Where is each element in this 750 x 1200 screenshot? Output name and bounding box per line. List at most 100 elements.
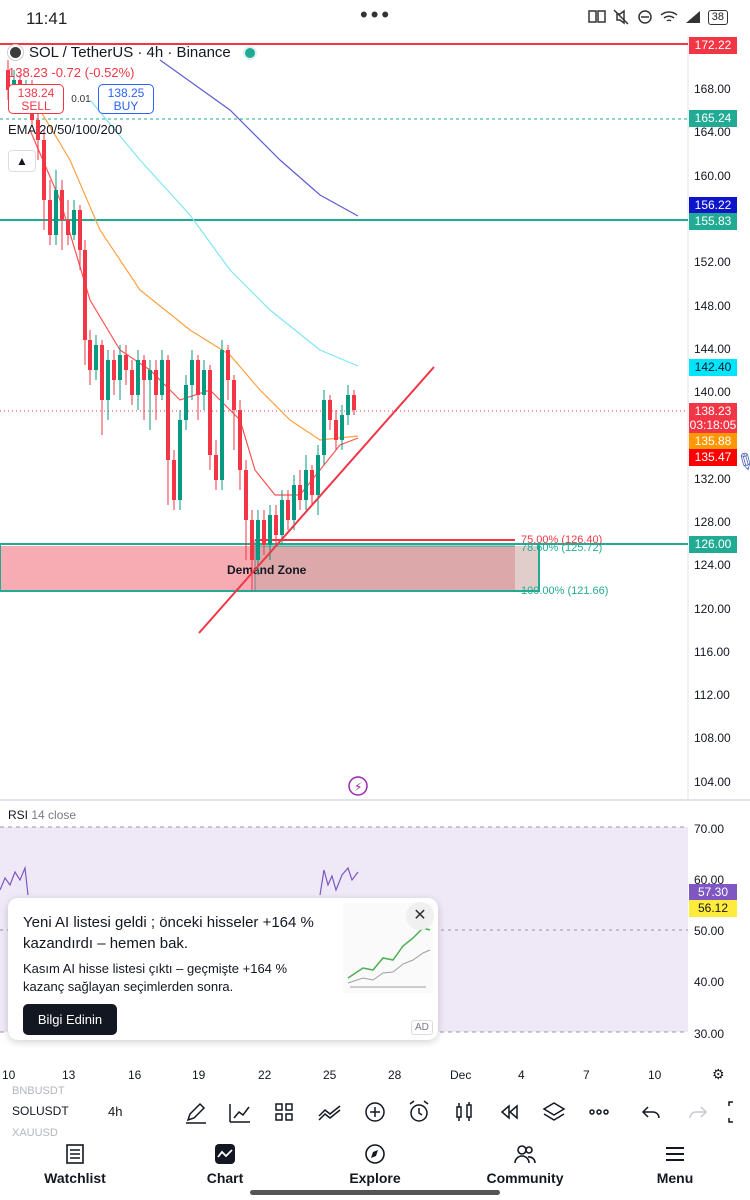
dnd-icon [638,10,652,24]
rsi-tick: 30.00 [694,1027,725,1041]
candle-body [6,70,10,90]
price-tick: 108.00 [694,731,731,745]
candle-body [106,360,110,400]
close-icon[interactable]: ✕ [406,902,434,930]
toolbar-symbol-next[interactable]: XAUUSD [12,1127,58,1139]
price-change: 138.23 -0.72 (-0.52%) [8,65,135,80]
time-label: 4 [518,1068,525,1082]
price-tick: 116.00 [694,645,730,659]
ema-200-line [159,59,359,217]
chart-type-icon[interactable] [450,1098,478,1126]
symbol-title[interactable]: SOL / TetherUS · 4h · Binance [29,44,231,61]
candle-body [166,360,170,460]
replay-icon[interactable] [495,1098,523,1126]
nav-watchlist-label: Watchlist [44,1170,106,1186]
toolbar-symbol-prev[interactable]: BNBUSDT [12,1085,65,1097]
templates-icon[interactable] [270,1098,298,1126]
candle-body [100,345,104,400]
fullscreen-icon[interactable] [725,1098,750,1126]
nav-chart[interactable]: Chart [170,1144,280,1186]
draw-icon[interactable] [182,1098,210,1126]
nav-explore[interactable]: Explore [320,1144,430,1186]
candle-body [130,370,134,395]
ema-indicator-label[interactable]: EMA 20/50/100/200 [8,122,123,137]
rsi-line-segment [0,865,29,896]
rsi-tick: 50.00 [694,924,725,938]
fib-100-label: 100.00% (121.66) [521,585,608,597]
status-bar: 11:41 ••• 38 [0,0,750,36]
price-label: 142.40 [689,359,737,376]
candle-body [274,515,278,535]
ad-banner[interactable]: Yeni AI listesi geldi ; önceki hisseler … [8,898,438,1040]
settings-icon[interactable]: ⚙ [712,1066,725,1082]
sell-button[interactable]: 138.24 SELL [8,84,64,114]
fib-786-label: 78.60% (125.72) [521,542,602,554]
price-tick: 160.00 [694,169,731,183]
rsi-value-1: 57.30 [689,884,737,901]
trend-line [198,366,435,634]
nav-watchlist[interactable]: Watchlist [20,1144,130,1186]
layers-icon[interactable] [540,1098,568,1126]
candle-body [352,395,356,410]
time-label: 19 [192,1068,206,1082]
candle-body [304,470,308,500]
rsi-tick: 60.00 [694,873,725,887]
candle-body [48,200,52,235]
price-label: 138.23 [689,403,737,420]
candle-body [112,360,116,380]
price-tick: 124.00 [694,558,731,572]
symbol-row[interactable]: SOL / TetherUS · 4h · Binance [8,44,257,61]
community-icon [514,1145,536,1164]
candle-body [54,190,58,235]
price-label: 135.47 [689,449,737,466]
nav-community[interactable]: Community [470,1144,580,1186]
redo-icon[interactable] [683,1098,711,1126]
rsi-legend[interactable]: RSI 14 close [8,808,76,822]
more-icon[interactable] [585,1098,613,1126]
candle-body [244,470,248,520]
candle-body [72,210,76,235]
candle-body [78,210,82,250]
toolbar-interval[interactable]: 4h [108,1104,123,1119]
time-label: 25 [323,1068,337,1082]
indicators-icon[interactable] [226,1098,254,1126]
undo-icon[interactable] [638,1098,666,1126]
chevron-up-icon[interactable]: ▲ [8,150,36,172]
price-tick: 104.00 [694,775,731,789]
candle-body [88,340,92,370]
book-icon [588,10,606,23]
time-label: 22 [258,1068,272,1082]
alert-icon[interactable] [405,1098,433,1126]
candle-body [250,520,254,560]
price-tick: 152.00 [694,255,731,269]
candle-body [208,370,212,455]
price-label: 03:18:05 [689,417,737,434]
rsi-tick: 70.00 [694,822,725,836]
time-label: 10 [2,1068,16,1082]
nav-community-label: Community [486,1170,564,1186]
toolbar-symbol[interactable]: SOLUSDT [12,1104,69,1118]
candle-body [178,420,182,500]
candle-body [42,140,46,200]
home-indicator[interactable] [250,1190,500,1195]
ad-cta-button[interactable]: Bilgi Edinin [23,1004,117,1035]
candle-body [238,410,242,470]
nav-menu[interactable]: Menu [620,1144,730,1186]
candle-body [256,520,260,560]
ad-title: Yeni AI listesi geldi ; önceki hisseler … [23,914,314,952]
time-label: 28 [388,1068,402,1082]
price-label: 135.88 [689,433,737,450]
flash-icon [348,776,368,796]
add-icon[interactable] [361,1098,389,1126]
trade-row: 138.24 SELL 0.01 138.25 BUY [8,84,257,114]
candle-body [220,350,224,480]
market-open-icon [242,45,257,60]
chart-toolbar: BNBUSDT SOLUSDT XAUUSD 4h [0,1085,750,1139]
demand-zone-label: Demand Zone [227,563,307,577]
compare-icon[interactable] [316,1098,344,1126]
price-tick: 148.00 [694,299,731,313]
time-label: 16 [128,1068,142,1082]
price-label: 165.24 [689,110,737,127]
candle-body [184,385,188,420]
buy-button[interactable]: 138.25 BUY [98,84,154,114]
